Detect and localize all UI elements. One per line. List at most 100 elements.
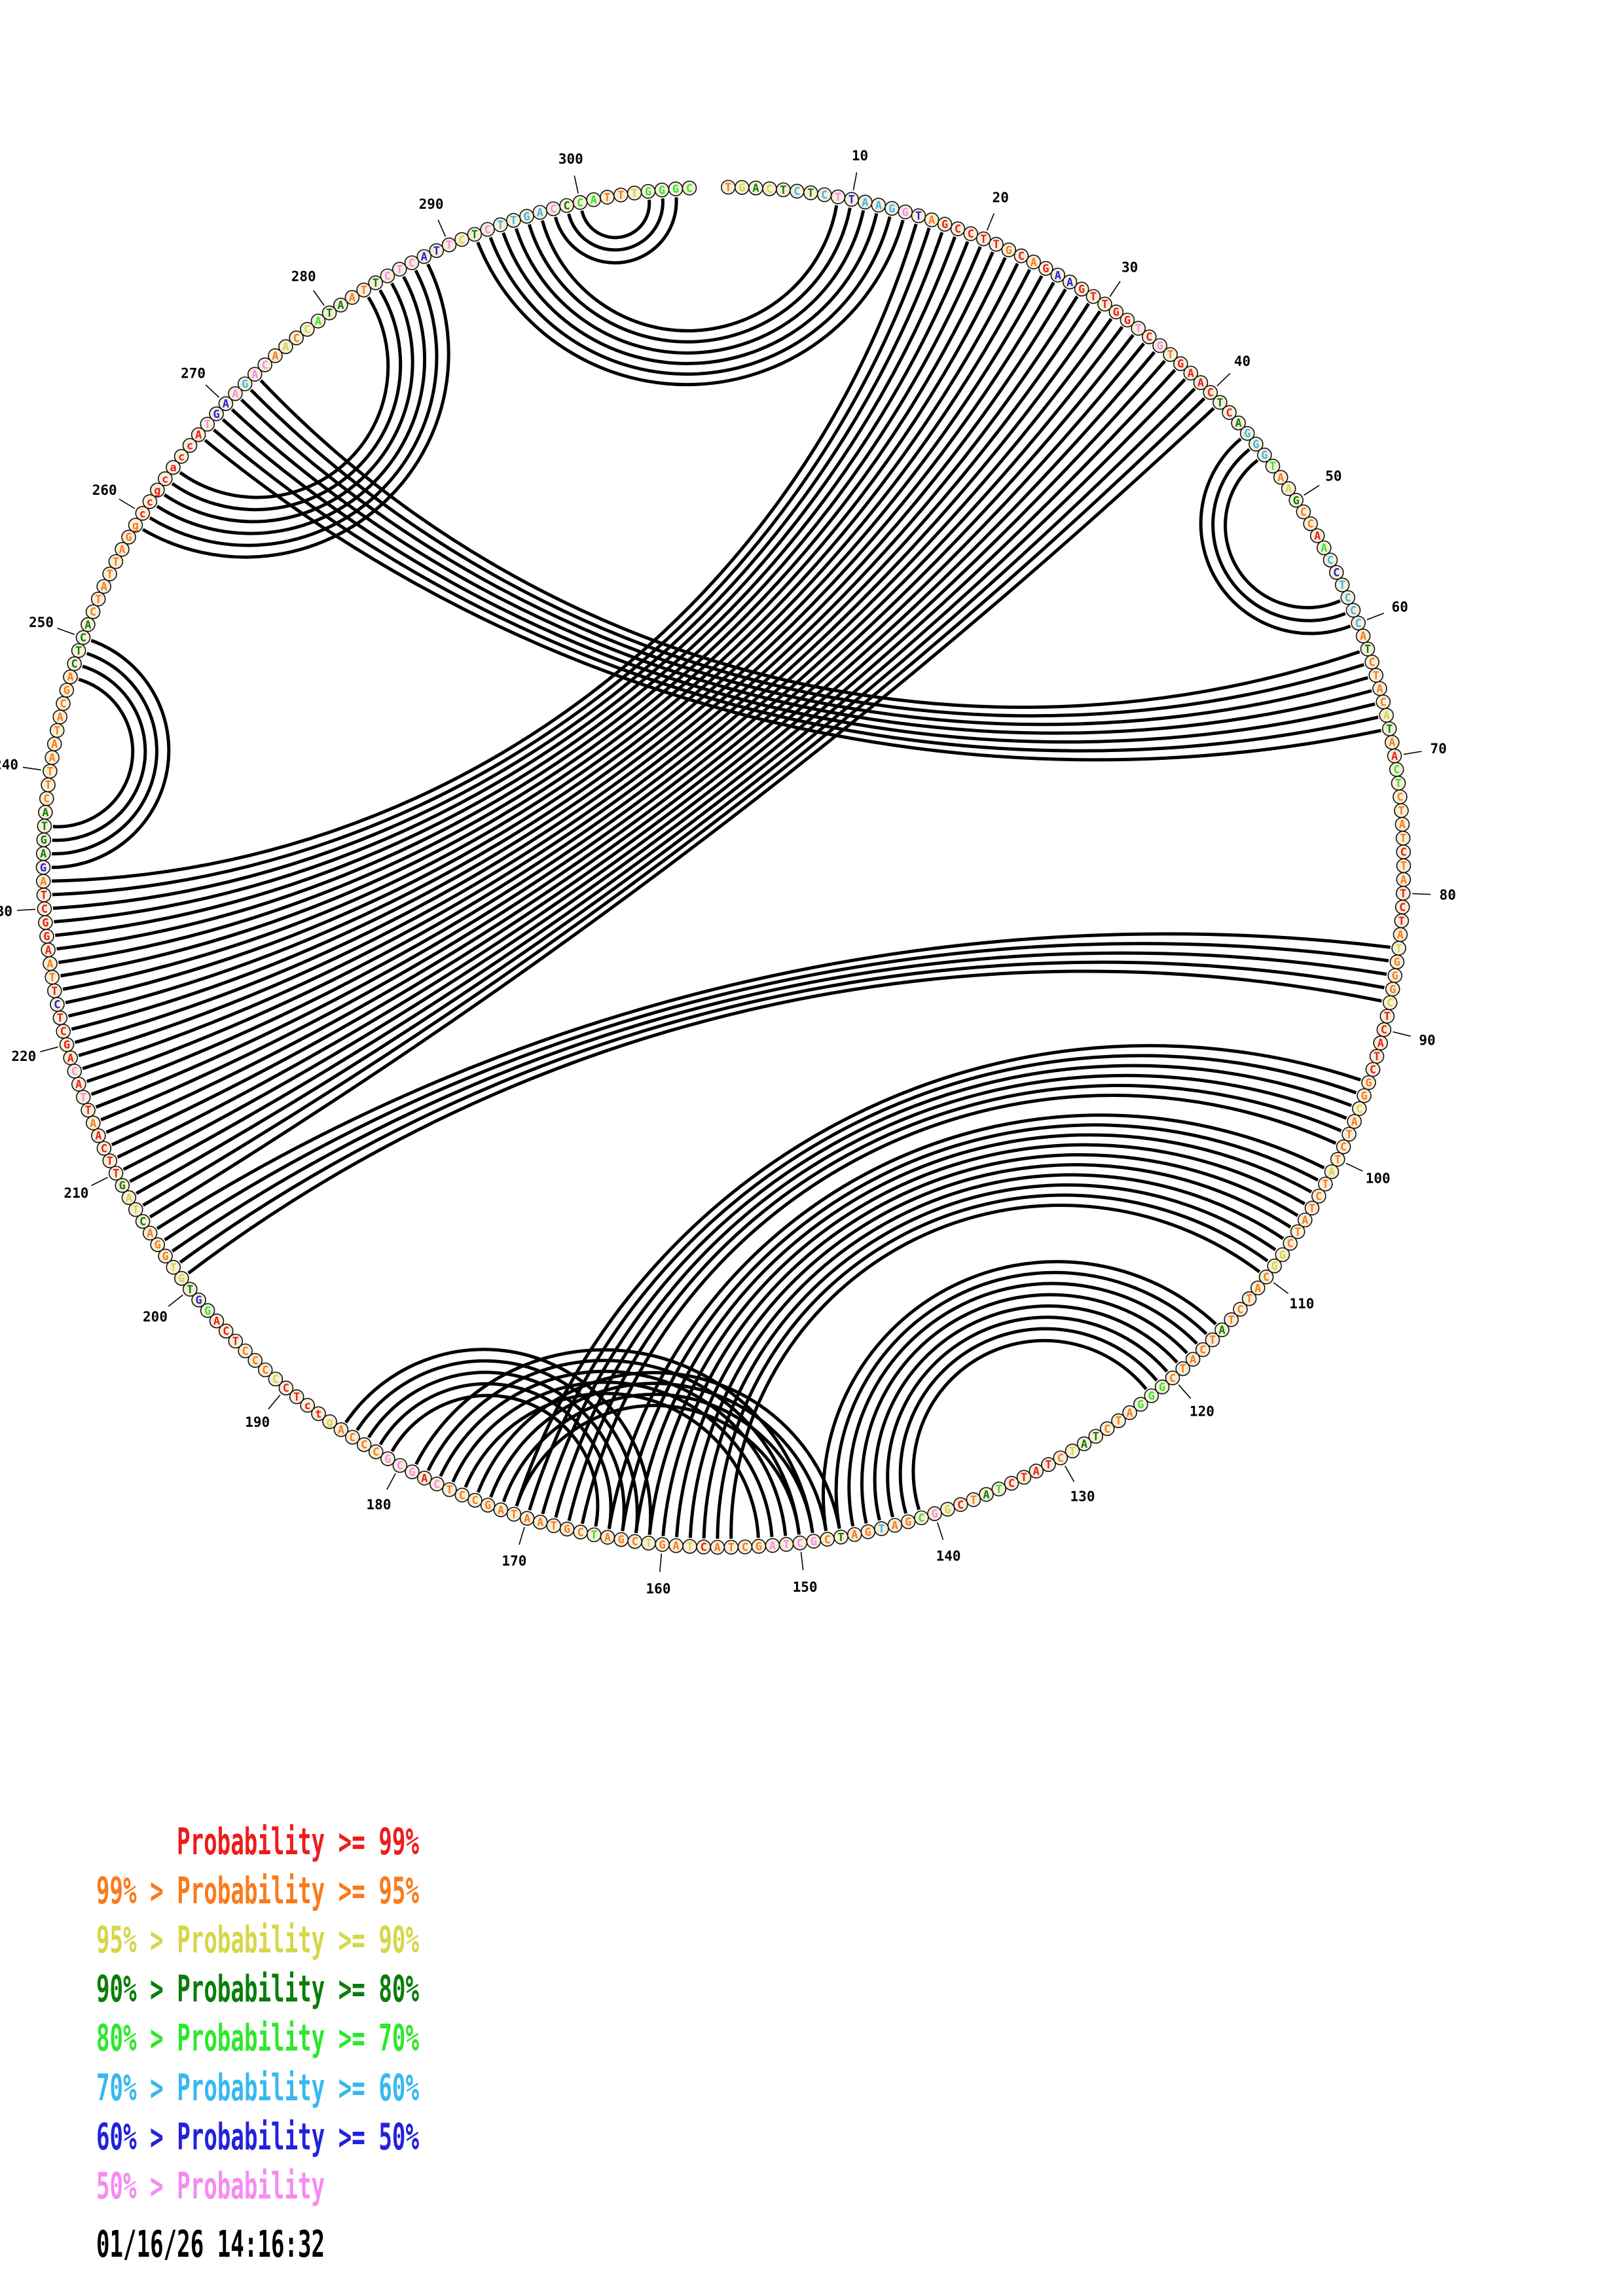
- base-pair-arc: [688, 1173, 1285, 1538]
- nucleotide: [1205, 1332, 1220, 1348]
- nucleotide-letter: T: [1386, 723, 1393, 736]
- nucleotide: [380, 268, 395, 283]
- nucleotide: [81, 1102, 96, 1118]
- nucleotide: [467, 1492, 483, 1508]
- nucleotide: [1347, 1114, 1362, 1129]
- nucleotide-letter: A: [1277, 471, 1284, 484]
- nucleotide-letter: T: [373, 277, 379, 290]
- nucleotide-letter: C: [1199, 1344, 1206, 1357]
- timestamp: 01/16/26 14:16:32: [96, 2223, 325, 2266]
- nucleotide: [1241, 1291, 1257, 1306]
- nucleotide: [191, 1292, 206, 1308]
- nucleotide: [1267, 1258, 1282, 1274]
- base-pair-arc: [541, 1064, 1353, 1515]
- nucleotide: [333, 1422, 349, 1437]
- tick-leader-line: [57, 628, 75, 636]
- nucleotide-letter: C: [1146, 331, 1152, 344]
- legend-line-80: 90% > Probability >= 80%: [96, 1968, 419, 2011]
- nucleotide: [182, 1282, 198, 1297]
- base-pair-arcs: [51, 197, 1391, 1539]
- position-label: 100: [1366, 1171, 1391, 1187]
- nucleotide: [200, 1303, 215, 1318]
- nucleotide: [278, 339, 293, 355]
- nucleotide-letter: T: [170, 1261, 177, 1274]
- nucleotide: [247, 1353, 263, 1368]
- nucleotide: [1250, 1280, 1266, 1296]
- tick-leader-line: [40, 1046, 58, 1052]
- tick-leader-line: [659, 1553, 663, 1572]
- base-pair-arc: [149, 269, 439, 547]
- base-pair-arc: [117, 359, 1166, 1159]
- nucleotide-letter: A: [40, 848, 46, 861]
- base-pair-arc: [344, 1348, 653, 1535]
- nucleotide-letter: C: [686, 182, 693, 195]
- nucleotide: [344, 290, 360, 305]
- nucleotide-letter: C: [918, 1512, 924, 1525]
- nucleotide: [1065, 1443, 1080, 1459]
- nucleotide-letter: A: [338, 1424, 344, 1437]
- nucleotide-letter: A: [672, 1540, 679, 1553]
- nucleotide-letter: A: [1067, 276, 1073, 289]
- nucleotide: [108, 1166, 124, 1181]
- nucleotide-letter: A: [282, 341, 289, 354]
- nucleotide: [1050, 267, 1066, 283]
- tick-leader-line: [937, 1522, 944, 1540]
- nucleotide-letter: C: [458, 234, 465, 247]
- nucleotide: [289, 1389, 304, 1405]
- position-label: 180: [367, 1497, 392, 1513]
- nucleotide: [1281, 481, 1296, 496]
- base-pair-arc: [501, 213, 879, 365]
- nucleotide: [1340, 590, 1356, 605]
- nucleotide: [927, 1506, 942, 1521]
- nucleotide-letter: G: [125, 531, 132, 545]
- nucleotide-letter: C: [90, 606, 96, 619]
- nucleotide-letter: T: [1045, 1459, 1051, 1472]
- base-pair-arc: [378, 1382, 613, 1530]
- nucleotide-letter: T: [511, 1509, 517, 1522]
- nucleotide-letter: G: [672, 183, 679, 196]
- nucleotide: [1304, 1200, 1320, 1216]
- nucleotide: [1088, 1429, 1103, 1444]
- nucleotide-letter: C: [384, 270, 391, 283]
- nucleotide-letter: A: [67, 671, 73, 684]
- nucleotide: [1074, 281, 1089, 297]
- nucleotide-letter: A: [67, 1052, 74, 1065]
- nucleotide-letter: C: [361, 1439, 367, 1452]
- base-pair-arc: [716, 1193, 1269, 1539]
- nucleotide: [1258, 1269, 1274, 1285]
- nucleotide-letter: C: [955, 223, 961, 236]
- nucleotide: [71, 1077, 86, 1092]
- nucleotide: [898, 204, 913, 220]
- tick-leader-line: [16, 908, 36, 911]
- nucleotide-letter: C: [349, 1431, 356, 1444]
- nucleotide-letter: T: [1269, 460, 1276, 473]
- nucleotide-letter: T: [996, 1483, 1002, 1496]
- nucleotide-letter: C: [272, 1373, 279, 1386]
- nucleotide-letter: A: [45, 944, 52, 957]
- nucleotide-letter: G: [659, 184, 665, 197]
- nucleotide: [356, 282, 372, 298]
- base-pair-arc: [164, 942, 1389, 1242]
- nucleotide: [71, 643, 86, 658]
- position-label: 50: [1325, 469, 1341, 484]
- nucleotide-letter: A: [1188, 367, 1194, 380]
- nucleotide: [257, 357, 273, 372]
- nucleotide-letter: C: [283, 1382, 289, 1395]
- base-pair-arc: [52, 651, 158, 856]
- nucleotide-letter: G: [1365, 1077, 1372, 1090]
- nucleotide-letter: C: [1333, 567, 1340, 580]
- nucleotide-letter: T: [510, 215, 517, 228]
- base-pair-arc: [171, 289, 403, 512]
- base-pair-arc: [240, 398, 1369, 726]
- nucleotide: [1265, 458, 1281, 474]
- base-pair-arc: [105, 342, 1146, 1134]
- nucleotide-letter: G: [1137, 1399, 1144, 1412]
- position-label: 120: [1190, 1403, 1214, 1419]
- nucleotide-letter: A: [1399, 819, 1406, 832]
- base-pair-arc: [52, 232, 944, 910]
- nucleotide-letter: C: [1008, 1477, 1015, 1490]
- nucleotide-letter: C: [139, 1215, 146, 1229]
- nucleotide-letter: C: [701, 1541, 707, 1554]
- nucleotide-letter: C: [824, 1534, 831, 1547]
- base-pair-arc: [156, 276, 427, 535]
